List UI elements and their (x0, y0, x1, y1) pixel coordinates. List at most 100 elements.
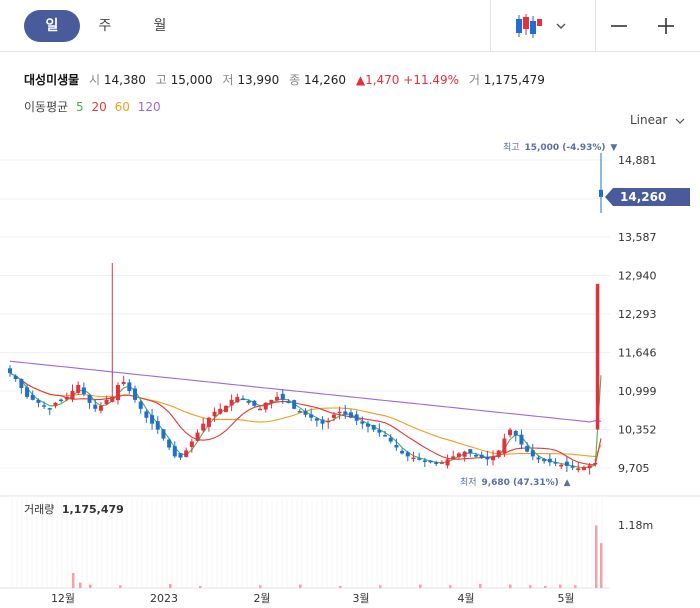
volume-bar (595, 525, 598, 588)
volume-bar (119, 585, 122, 588)
candle-body (394, 444, 399, 448)
ma-120: 120 (137, 100, 161, 114)
volume-chart-label: 거래량 (24, 503, 54, 516)
candle-body (184, 450, 189, 457)
moving-average-legend: 이동평균 5 20 60 120 (24, 98, 165, 115)
candle-body (195, 432, 200, 441)
candle-body (258, 408, 263, 411)
candle-body (115, 384, 120, 401)
candle-body (411, 457, 416, 460)
candle-body (110, 396, 115, 402)
up-arrow-icon: ▲ (355, 73, 366, 87)
volume-bar (544, 585, 547, 588)
scale-toggle[interactable]: Linear (630, 113, 685, 127)
candle-body (269, 399, 274, 404)
tab-week[interactable]: 주 (98, 18, 112, 34)
candle-body (280, 393, 285, 400)
y-tick-label: 13,587 (618, 231, 657, 244)
candle-body (59, 399, 64, 402)
volume-bar (339, 585, 342, 588)
volume-bar (419, 584, 422, 588)
candle-body (451, 456, 456, 459)
candle-body (371, 425, 376, 430)
volume-bar (259, 585, 262, 588)
candle-body (229, 399, 234, 406)
zoom-in-button[interactable] (650, 10, 682, 42)
volume-bar (169, 583, 172, 588)
toolbar: 일 주 월 (0, 0, 700, 52)
candle-body (595, 283, 600, 430)
chart-type-selector[interactable] (505, 10, 585, 42)
high-value: 15,000 (170, 73, 213, 87)
candle-body (508, 429, 513, 436)
candle-body (587, 465, 592, 469)
volume-bar (449, 585, 452, 588)
current-price-label: 14,260 (620, 190, 666, 204)
candle-body (19, 378, 24, 388)
change-value: 1,470 (365, 73, 400, 87)
plus-icon (658, 18, 674, 34)
volume-chart-value: 1,175,479 (62, 503, 124, 516)
candle-body (405, 452, 410, 457)
high-label: 고 (155, 73, 167, 87)
candle-body (93, 404, 98, 409)
ma5-line (9, 372, 602, 469)
ma20-line (9, 372, 602, 466)
candle-body (252, 400, 257, 406)
low-annotation-value: 9,680 (47.31%) (481, 478, 558, 488)
ma-20: 20 (91, 100, 107, 114)
candle-body (297, 411, 302, 413)
candle-body (70, 390, 75, 400)
x-tick-label: 3월 (352, 592, 369, 605)
candle-body (309, 414, 314, 418)
tab-month[interactable]: 월 (153, 18, 167, 34)
candle-body (98, 405, 103, 411)
x-tick-label: 12월 (51, 592, 75, 605)
volume-bar (529, 585, 532, 588)
candle-body (13, 375, 18, 380)
x-tick-label: 5월 (557, 592, 574, 605)
volume-bar (559, 584, 562, 588)
candle-body (218, 408, 223, 414)
ma120-line (9, 360, 602, 423)
candle-body (314, 418, 319, 421)
price-summary: 대성미생물 시 14,380 고 15,000 저 13,990 종 14,26… (24, 71, 551, 88)
ma-5: 5 (76, 100, 84, 114)
volume-header: 거래량 1,175,479 (24, 503, 124, 516)
candle-body (388, 437, 393, 442)
low-annotation-label: 최저 (460, 477, 477, 488)
candle-body (553, 462, 558, 464)
close-value: 14,260 (304, 73, 347, 87)
candle-body (326, 420, 331, 423)
candle-body (366, 423, 371, 427)
candle-body (343, 411, 348, 415)
zoom-out-button[interactable] (603, 10, 635, 42)
candle-body (468, 449, 473, 454)
ma60-line (9, 372, 602, 458)
candle-body (564, 461, 569, 466)
low-annotation-arrow: ▲ (564, 478, 571, 488)
y-tick-label: 10,352 (618, 424, 657, 437)
volume-bar (89, 584, 92, 588)
candle-body (445, 459, 450, 466)
candle-body (331, 414, 336, 418)
candle-body (383, 435, 388, 437)
candle-body (519, 434, 524, 445)
volume-bar (199, 585, 202, 588)
candle-body (223, 405, 228, 413)
volume-bar (379, 585, 382, 588)
volume-bar (574, 585, 577, 588)
x-tick-label: 4월 (457, 592, 474, 605)
candle-body (42, 405, 47, 407)
candle-body (133, 388, 138, 400)
high-annotation-value: 15,000 (-4.93%) (524, 143, 605, 153)
candle-body (30, 394, 35, 400)
candle-body (127, 382, 132, 391)
ma-60: 60 (114, 100, 130, 114)
candle-body (479, 454, 484, 458)
candle-body (360, 421, 365, 424)
candle-body (189, 441, 194, 447)
tab-day[interactable]: 일 (24, 10, 80, 42)
ma-label: 이동평균 (24, 100, 69, 114)
